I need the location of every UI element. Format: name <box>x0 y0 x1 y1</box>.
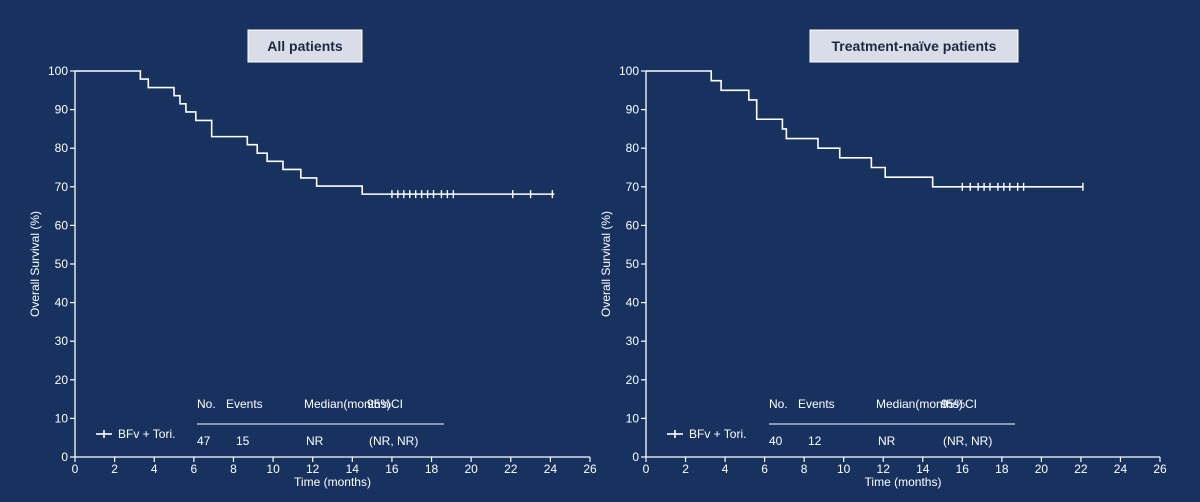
y-tick-label: 50 <box>626 257 640 271</box>
y-tick-label: 10 <box>55 411 69 425</box>
y-tick-label: 10 <box>626 411 640 425</box>
table-header: No. <box>769 397 788 411</box>
x-tick-label: 20 <box>1035 462 1049 476</box>
x-tick-label: 22 <box>1074 462 1088 476</box>
y-tick-label: 70 <box>55 180 69 194</box>
y-tick-label: 0 <box>61 450 68 464</box>
x-tick-label: 10 <box>837 462 851 476</box>
x-tick-label: 2 <box>682 462 689 476</box>
legend-label: BFv + Tori. <box>118 427 175 441</box>
km-curve-0 <box>75 70 555 195</box>
y-tick-label: 0 <box>632 450 639 464</box>
y-tick-label: 20 <box>626 373 640 387</box>
x-tick-label: 8 <box>801 462 808 476</box>
table-cell: (NR, NR) <box>369 434 418 448</box>
x-tick-label: 24 <box>544 462 558 476</box>
legend-label: BFv + Tori. <box>689 427 746 441</box>
table-header: 95%CI <box>941 397 977 411</box>
y-tick-label: 60 <box>626 218 640 232</box>
y-axis-label: Overall Survival (%) <box>28 211 42 317</box>
x-tick-label: 12 <box>306 462 320 476</box>
x-tick-label: 4 <box>722 462 729 476</box>
x-tick-label: 8 <box>230 462 237 476</box>
chart-title: Treatment-naïve patients <box>832 38 997 54</box>
x-tick-label: 18 <box>425 462 439 476</box>
table-cell: NR <box>306 434 324 448</box>
table-cell: 12 <box>808 434 822 448</box>
x-tick-label: 14 <box>916 462 930 476</box>
y-tick-label: 90 <box>55 103 69 117</box>
x-tick-label: 22 <box>504 462 518 476</box>
title-box <box>809 29 1019 63</box>
x-tick-label: 18 <box>995 462 1009 476</box>
y-tick-label: 80 <box>55 141 69 155</box>
x-tick-label: 12 <box>877 462 891 476</box>
x-tick-label: 0 <box>72 462 79 476</box>
table-cell: (NR, NR) <box>943 434 992 448</box>
y-tick-label: 100 <box>48 64 68 78</box>
x-tick-label: 4 <box>151 462 158 476</box>
y-tick-label: 50 <box>55 257 69 271</box>
table-header: Events <box>798 397 835 411</box>
table-header: Median(months) <box>304 397 391 411</box>
title-box <box>247 29 363 63</box>
y-tick-label: 30 <box>626 334 640 348</box>
x-tick-label: 10 <box>266 462 280 476</box>
x-axis-label: Time (months) <box>865 475 942 489</box>
y-tick-label: 20 <box>55 373 69 387</box>
table-header: No. <box>197 397 216 411</box>
y-tick-label: 90 <box>626 103 640 117</box>
y-tick-label: 60 <box>55 218 69 232</box>
x-tick-label: 6 <box>761 462 768 476</box>
table-cell: NR <box>878 434 896 448</box>
y-tick-label: 40 <box>55 296 69 310</box>
x-tick-label: 16 <box>956 462 970 476</box>
x-tick-label: 20 <box>464 462 478 476</box>
x-axis-label: Time (months) <box>294 475 371 489</box>
x-tick-label: 2 <box>111 462 118 476</box>
x-tick-label: 16 <box>385 462 399 476</box>
table-header: Median(months) <box>876 397 963 411</box>
y-tick-label: 30 <box>55 334 69 348</box>
y-tick-label: 100 <box>619 64 639 78</box>
km-curve-0 <box>646 70 1083 188</box>
x-tick-label: 0 <box>643 462 650 476</box>
y-tick-label: 70 <box>626 180 640 194</box>
x-tick-label: 6 <box>191 462 198 476</box>
y-tick-label: 40 <box>626 296 640 310</box>
table-cell: 15 <box>236 434 250 448</box>
table-cell: 40 <box>769 434 783 448</box>
y-axis-label: Overall Survival (%) <box>599 211 613 317</box>
y-tick-label: 80 <box>626 141 640 155</box>
chart-treatment-naive-patients: Treatment-naïve patients0102030405060708… <box>599 29 1167 489</box>
table-header: 95%CI <box>367 397 403 411</box>
table-header: Events <box>226 397 263 411</box>
table-cell: 47 <box>197 434 211 448</box>
x-tick-label: 26 <box>583 462 597 476</box>
chart-title: All patients <box>267 38 343 54</box>
x-tick-label: 24 <box>1114 462 1128 476</box>
x-tick-label: 26 <box>1153 462 1167 476</box>
x-tick-label: 14 <box>346 462 360 476</box>
